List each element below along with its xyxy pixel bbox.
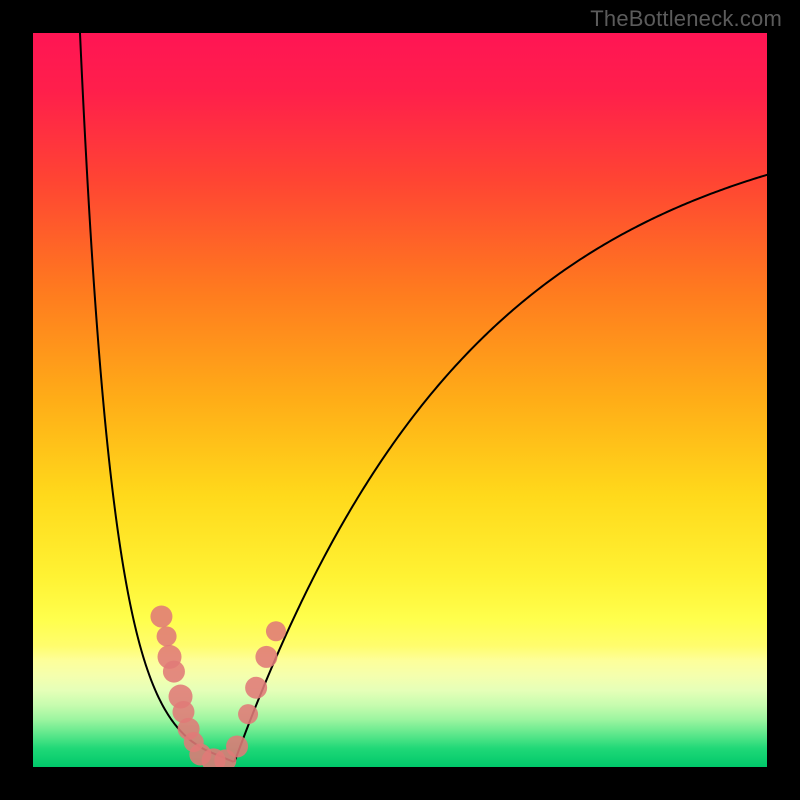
marker-point bbox=[157, 626, 177, 646]
marker-point bbox=[238, 704, 258, 724]
marker-point bbox=[163, 661, 185, 683]
chart-frame: TheBottleneck.com bbox=[0, 0, 800, 800]
marker-point bbox=[255, 646, 277, 668]
watermark-text: TheBottleneck.com bbox=[590, 6, 782, 32]
marker-point bbox=[245, 677, 267, 699]
marker-point bbox=[226, 735, 248, 757]
marker-point bbox=[150, 606, 172, 628]
marker-point bbox=[266, 621, 286, 641]
plot-area bbox=[33, 33, 767, 767]
bottleneck-chart bbox=[33, 33, 767, 767]
